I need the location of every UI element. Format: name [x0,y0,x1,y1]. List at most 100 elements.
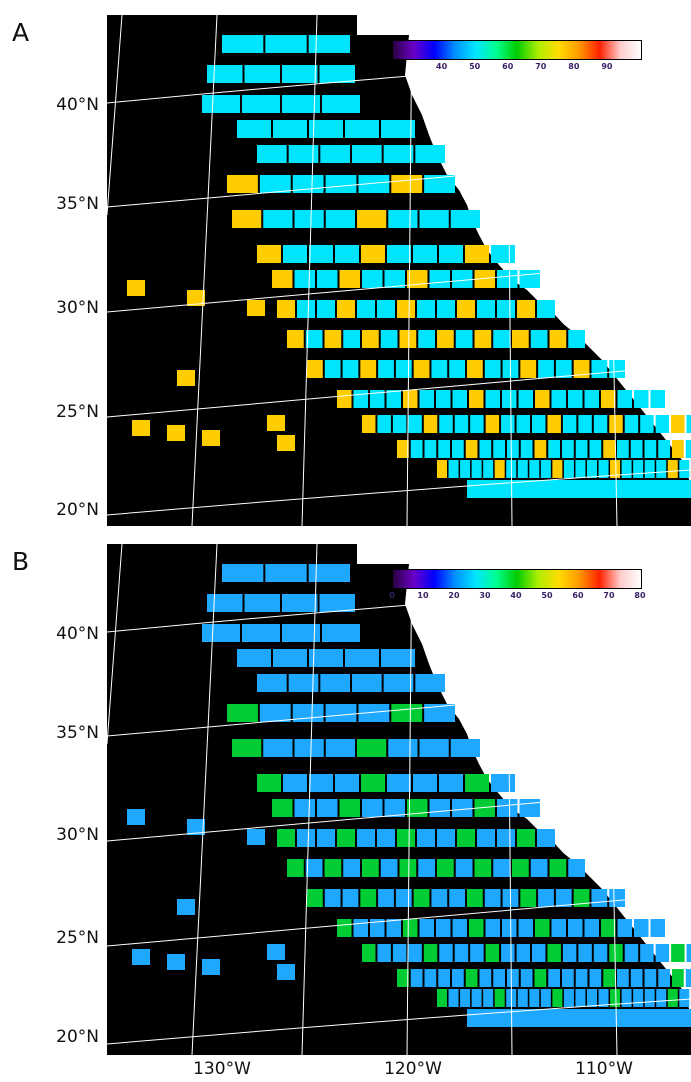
data-cell [132,949,150,965]
map-panel-a: 40 50 60 70 80 90 [107,15,691,526]
data-cell [352,145,382,163]
data-cell [360,360,377,378]
data-cell [662,480,672,498]
data-cell [410,969,423,987]
data-cell [288,674,319,692]
data-cell [448,460,459,478]
data-cell [397,300,415,318]
data-cell [476,1009,487,1027]
data-cell [532,944,546,962]
data-cell [265,35,307,53]
data-cell [317,799,338,817]
data-cell [267,944,285,960]
graticule-line [301,544,318,1055]
data-cell [520,360,537,378]
data-cell [381,649,415,667]
data-cell [685,969,691,987]
data-cell [634,390,649,408]
data-cell [460,989,471,1007]
data-cell [287,330,304,348]
data-cell [408,944,422,962]
data-cell [474,270,495,288]
data-cell [589,440,602,458]
data-cell [591,360,608,378]
data-cell [277,829,295,847]
graticule-line [506,15,513,526]
data-cell [609,944,623,962]
data-cell [413,245,437,263]
data-cell [387,245,411,263]
data-cell [436,390,451,408]
data-cell [630,440,643,458]
data-cell [555,889,572,907]
data-cell [337,829,355,847]
data-cell [380,859,398,877]
data-cell [497,300,515,318]
graticule-line [606,544,618,1055]
data-cell [417,829,435,847]
data-cell [343,859,360,877]
data-cell [325,704,357,722]
data-cell [438,969,450,987]
data-cell [202,959,220,975]
data-cell [437,859,454,877]
data-cell [383,145,414,163]
data-cell [578,415,592,433]
data-cell [671,1009,682,1027]
data-cell [606,1009,617,1027]
data-cell [538,889,554,907]
data-cell [548,969,560,987]
data-cell [378,889,394,907]
data-cell [397,969,409,987]
lat-label-a-30: 30°N [56,298,99,318]
data-cell [644,989,655,1007]
data-cell [429,799,450,817]
data-cell [244,65,280,83]
colorbar-tick: 10 [417,591,429,600]
data-cell [610,989,621,1007]
data-cell [617,390,632,408]
data-cell [517,989,528,1007]
data-cell [532,415,546,433]
data-cell [297,300,315,318]
data-cell [399,330,417,348]
data-cell [534,969,547,987]
data-cell [504,480,515,498]
data-cell [517,829,535,847]
data-cell [643,480,654,498]
data-cell [437,829,455,847]
data-cell [362,944,376,962]
lat-label-a-35: 35°N [56,194,99,214]
data-cell [257,774,281,792]
baja-peninsula [505,834,602,994]
data-cell [339,799,360,817]
data-cell [309,120,343,138]
colorbar-tick: 90 [601,62,613,71]
data-cell [244,594,280,612]
data-cell [305,859,323,877]
data-cell [257,674,287,692]
data-cell [322,95,360,113]
data-cell [597,480,607,498]
data-cell [399,859,417,877]
data-cell [324,859,342,877]
data-cell [549,859,567,877]
data-cell [512,330,529,348]
data-cell [418,330,435,348]
data-cell [493,440,505,458]
data-cell [624,415,639,433]
data-cell [497,829,515,847]
graticule-line [191,15,218,526]
colorbar-b [392,569,642,589]
data-cell [386,390,401,408]
data-cell [383,674,414,692]
data-cell [437,330,454,348]
data-cell [559,480,570,498]
data-cell [222,564,264,582]
data-cell [652,480,663,498]
data-cell [345,120,379,138]
data-cell [578,480,589,498]
data-cell [337,300,355,318]
data-cell [494,989,505,1007]
data-cell [457,300,475,318]
